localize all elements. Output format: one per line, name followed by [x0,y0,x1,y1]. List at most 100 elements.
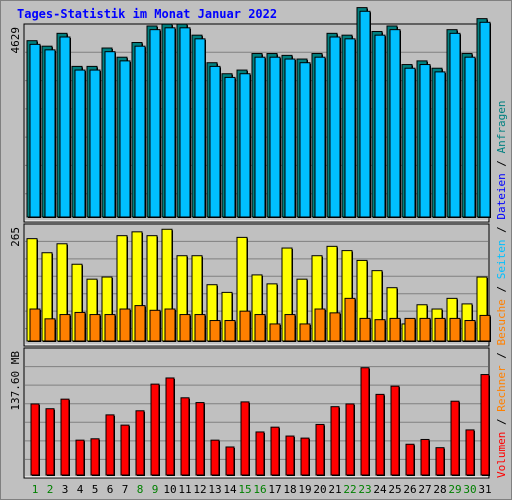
x-tick-label-14: 14 [223,483,237,496]
bar-dateien-day-14 [224,76,236,218]
chart-title: Tages-Statistik im Monat Januar 2022 [17,7,278,21]
bar-dateien-day-21 [329,36,341,218]
bar-volumen-day-17 [270,426,280,476]
bar-besuche-day-11 [179,314,191,342]
legend-entry: Anfragen [495,100,508,153]
x-tick-label-31: 31 [478,483,491,496]
bar-dateien-day-12 [194,38,206,218]
x-tick-label-5: 5 [92,483,99,496]
bar-besuche-day-16 [254,314,266,342]
bar-volumen-day-2 [45,408,55,476]
x-tick-label-29: 29 [448,483,461,496]
bar-volumen-day-14 [225,446,235,476]
x-tick-label-7: 7 [122,483,129,496]
legend-entry: Rechner [495,365,508,412]
bar-besuche-day-1 [29,308,41,342]
bar-dateien-day-29 [449,32,461,218]
bar-dateien-day-26 [404,67,416,218]
bar-dateien-day-25 [389,29,401,218]
bar-dateien-day-27 [419,64,431,218]
bar-dateien-day-30 [464,56,476,218]
bar-dateien-day-13 [209,65,221,218]
bar-besuche-day-9 [149,309,161,342]
x-tick-label-6: 6 [107,483,114,496]
bar-volumen-day-11 [180,397,190,476]
x-tick-label-4: 4 [77,483,84,496]
bar-volumen-day-16 [255,431,265,476]
bar-besuche-day-20 [314,308,326,342]
x-tick-label-27: 27 [418,483,431,496]
bar-dateien-day-3 [59,36,71,218]
bar-dateien-day-24 [374,34,386,218]
x-tick-label-23: 23 [358,483,371,496]
legend-entry: Besuche [495,299,508,345]
bar-dateien-day-15 [239,73,251,218]
x-tick-label-10: 10 [163,483,176,496]
bar-volumen-day-24 [375,393,385,476]
bar-dateien-day-23 [359,10,371,218]
bar-dateien-day-2 [44,49,56,218]
bar-besuche-day-24 [374,319,386,342]
legend-entry: / [495,412,508,432]
bar-besuche-day-25 [389,317,401,342]
x-tick-label-26: 26 [403,483,416,496]
bar-besuche-day-18 [284,314,296,342]
bar-besuche-day-5 [89,314,101,342]
x-tick-label-18: 18 [283,483,296,496]
bar-besuche-day-21 [329,312,341,342]
bar-besuche-day-26 [404,317,416,342]
legend-entry: / [495,346,508,366]
bar-dateien-day-9 [149,29,161,218]
bar-dateien-day-31 [479,21,491,218]
bar-besuche-day-15 [239,310,251,342]
bar-volumen-day-28 [435,447,445,476]
x-tick-label-11: 11 [178,483,191,496]
x-tick-label-1: 1 [32,483,39,496]
bar-besuche-day-19 [299,323,311,342]
bar-besuche-day-31 [479,314,491,342]
bar-dateien-day-8 [134,45,146,218]
bar-besuche-day-12 [194,314,206,342]
bar-volumen-day-15 [240,401,250,476]
bar-besuche-day-27 [419,317,431,342]
bar-volumen-day-5 [90,438,100,476]
bar-volumen-day-21 [330,406,340,476]
bar-volumen-day-7 [120,424,130,476]
bar-volumen-day-18 [285,435,295,476]
bar-besuche-day-10 [164,308,176,342]
bar-besuche-day-29 [449,317,461,342]
bar-volumen-day-4 [75,439,85,476]
bar-besuche-day-6 [104,314,116,342]
y-axis-label-top: 4629 [9,27,22,54]
legend-entry: / [495,153,508,173]
x-tick-label-2: 2 [47,483,54,496]
x-tick-label-3: 3 [62,483,69,496]
panel-bottom: 137.60 MB [9,347,490,479]
bar-dateien-day-11 [179,27,191,218]
legend-entry: / [495,220,508,240]
bar-dateien-day-7 [119,60,131,218]
bar-besuche-day-8 [134,305,146,342]
bar-besuche-day-4 [74,311,86,342]
bar-dateien-day-20 [314,56,326,218]
x-tick-label-30: 30 [463,483,476,496]
x-tick-label-28: 28 [433,483,446,496]
y-axis-label-bottom: 137.60 MB [9,351,22,411]
x-tick-label-15: 15 [238,483,251,496]
bar-volumen-day-25 [390,385,400,476]
bar-dateien-day-10 [164,27,176,218]
y-axis-label-middle: 265 [9,227,22,247]
x-tick-label-8: 8 [137,483,144,496]
legend: Volumen / Rechner / Besuche / Seiten / D… [495,100,508,478]
bar-dateien-day-17 [269,56,281,218]
bar-volumen-day-29 [450,400,460,476]
bar-volumen-day-1 [30,403,40,476]
bar-besuche-day-30 [464,320,476,342]
bar-besuche-day-2 [44,318,56,342]
bar-volumen-day-27 [420,438,430,476]
bar-besuche-day-3 [59,314,71,342]
bar-besuche-day-22 [344,297,356,342]
bar-volumen-day-3 [60,398,70,476]
